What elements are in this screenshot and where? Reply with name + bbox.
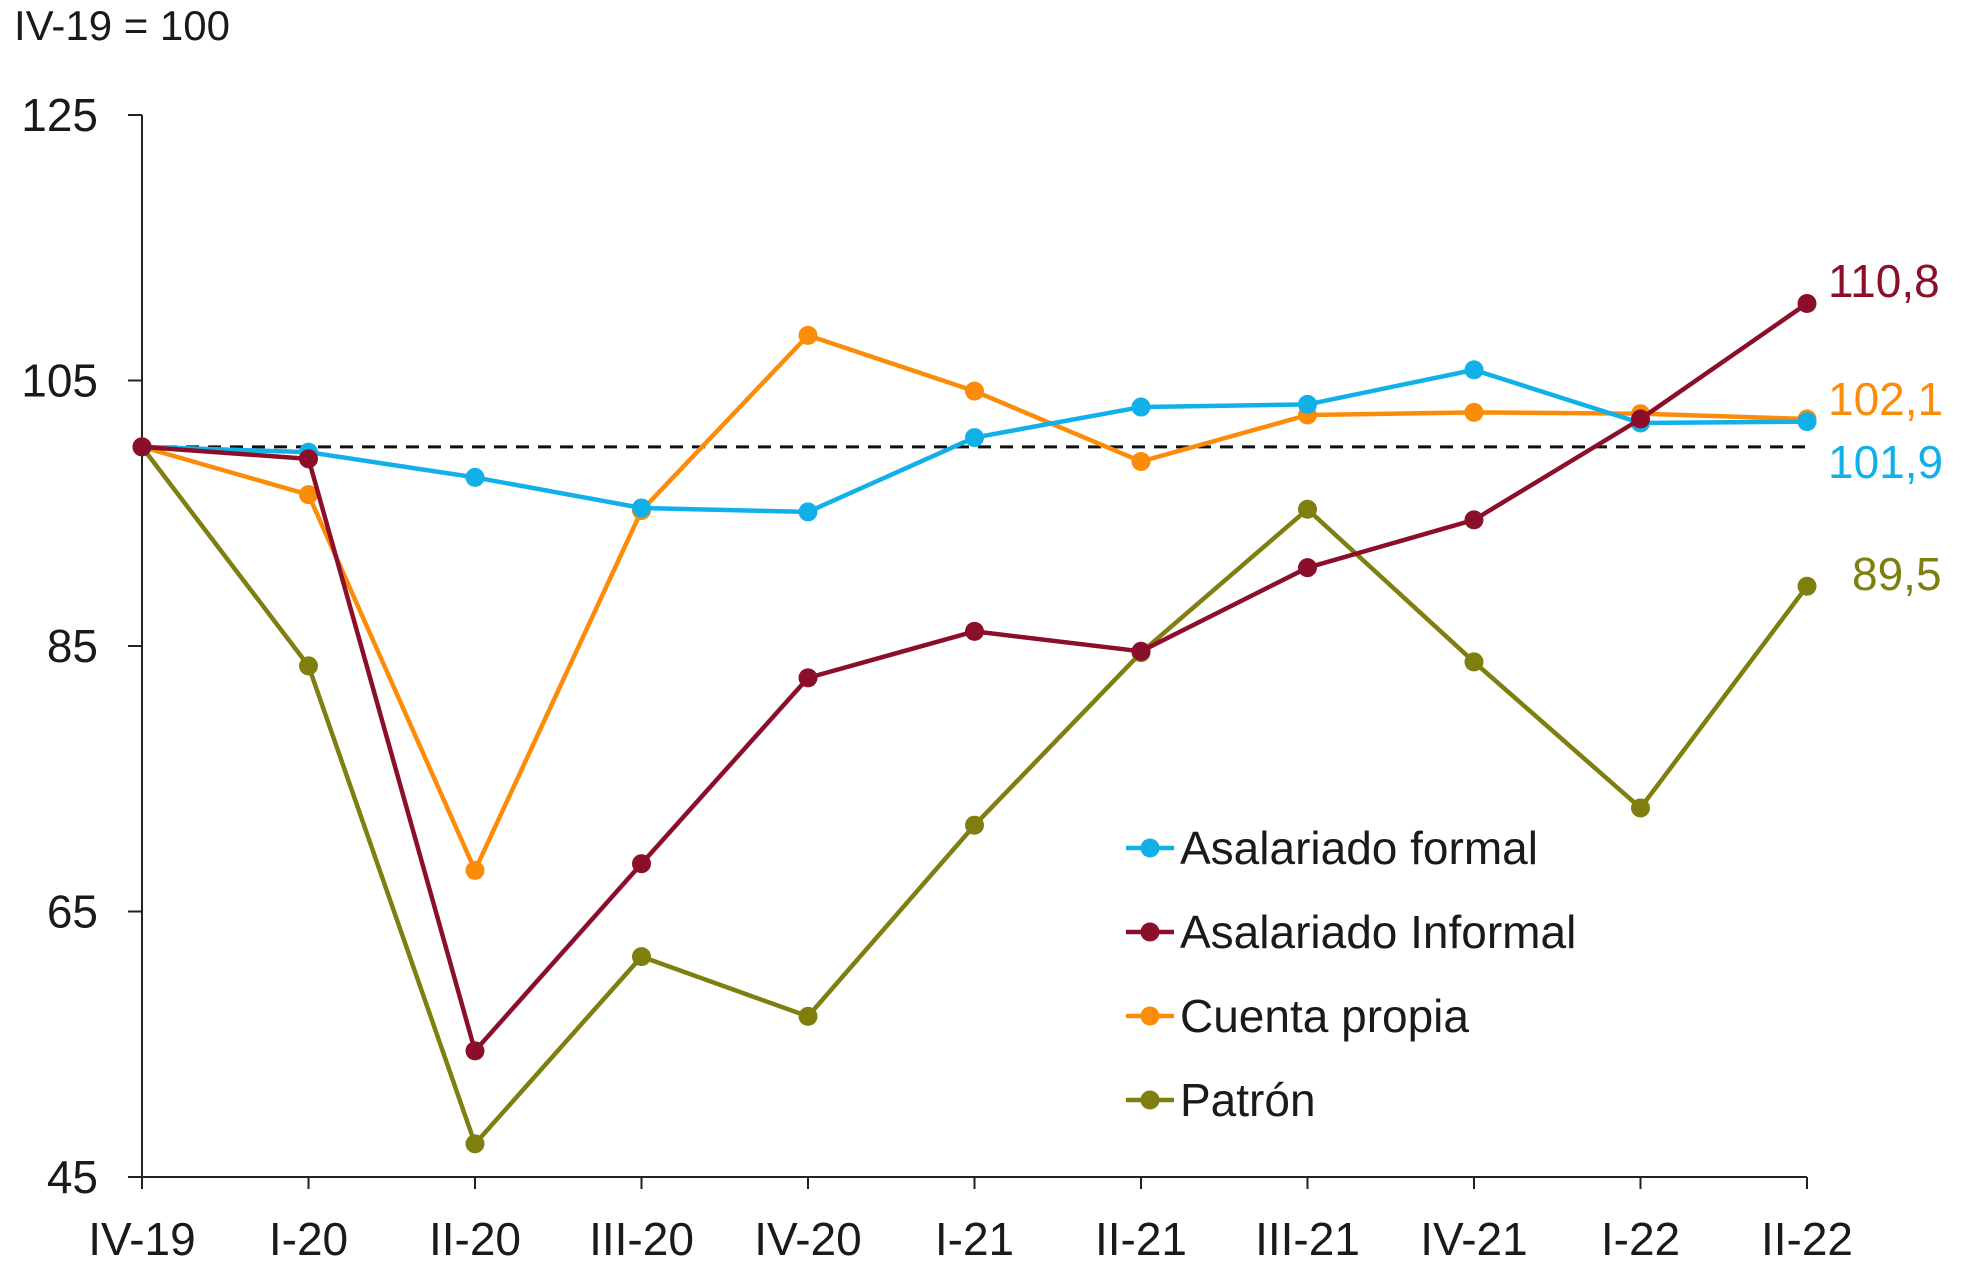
data-point <box>965 815 984 835</box>
series-group <box>132 294 1817 1154</box>
data-point <box>632 854 651 874</box>
x-tick-label: I-21 <box>935 1213 1014 1265</box>
unit-label: IV-19 = 100 <box>14 2 230 49</box>
y-tick-label: 105 <box>21 355 98 407</box>
x-tick-label: IV-21 <box>1420 1213 1527 1265</box>
series-line <box>140 445 1809 1147</box>
data-point <box>299 485 318 505</box>
end-value-label: 101,9 <box>1828 436 1943 488</box>
series-patrón <box>132 437 1817 1154</box>
data-point <box>965 381 984 401</box>
legend-label: Asalariado formal <box>1180 822 1538 874</box>
legend-item: Cuenta propia <box>1126 990 1469 1042</box>
legend-item: Patrón <box>1126 1074 1316 1126</box>
x-tick-label: II-21 <box>1095 1213 1187 1265</box>
series-asalariado-informal <box>132 294 1817 1061</box>
data-point <box>1464 402 1484 422</box>
data-point <box>132 437 152 457</box>
data-point <box>798 1006 818 1026</box>
data-point <box>1797 412 1817 432</box>
legend-label: Cuenta propia <box>1180 990 1469 1042</box>
y-tick-label: 85 <box>47 620 98 672</box>
data-point <box>1631 798 1650 818</box>
x-tick-label: I-22 <box>1601 1213 1680 1265</box>
x-tick-label: I-20 <box>269 1213 348 1265</box>
data-point <box>1797 576 1817 596</box>
data-point <box>299 449 318 469</box>
data-point <box>1131 451 1151 471</box>
legend-item: Asalariado formal <box>1126 822 1538 874</box>
y-tick-label: 65 <box>47 886 98 938</box>
y-tick-label: 125 <box>21 89 98 141</box>
x-tick-label: II-22 <box>1761 1213 1853 1265</box>
legend-swatch-marker <box>1140 1090 1160 1110</box>
data-point <box>632 947 651 967</box>
legend: Asalariado formal Asalariado Informal Cuen… <box>1126 822 1576 1126</box>
data-point <box>1797 294 1817 314</box>
end-value-label: 102,1 <box>1828 373 1943 425</box>
data-point <box>1298 499 1317 519</box>
data-point <box>465 1041 485 1061</box>
end-value-label: 89,5 <box>1852 548 1942 600</box>
series-cuenta-propia <box>132 325 1817 880</box>
data-point <box>798 325 818 345</box>
x-tick-label: III-20 <box>589 1213 694 1265</box>
end-labels: 110,8 102,1 101,9 89,5 <box>1828 255 1943 600</box>
data-point <box>965 428 984 448</box>
data-point <box>1298 394 1317 414</box>
x-tick-label: II-20 <box>429 1213 521 1265</box>
data-point <box>1631 409 1650 429</box>
data-point <box>465 467 485 487</box>
legend-swatch-marker <box>1140 922 1160 942</box>
data-point <box>965 621 984 641</box>
legend-label: Asalariado Informal <box>1180 906 1576 958</box>
legend-item: Asalariado Informal <box>1126 906 1576 958</box>
y-tick-label: 45 <box>47 1151 98 1203</box>
x-tick-label: III-21 <box>1255 1213 1360 1265</box>
data-point <box>798 502 818 522</box>
data-point <box>798 668 818 688</box>
series-line <box>141 333 1808 873</box>
data-point <box>1464 510 1484 530</box>
end-value-label: 110,8 <box>1828 255 1940 307</box>
axes: 125 105 85 65 45 IV-19 I-20 II-20 III-20 IV-20 I-2… <box>21 89 1853 1265</box>
legend-label: Patrón <box>1180 1074 1316 1126</box>
data-point <box>465 1134 485 1154</box>
data-point <box>1464 652 1484 672</box>
data-point <box>465 860 485 880</box>
data-point <box>1131 397 1151 417</box>
data-point <box>299 656 318 676</box>
data-point <box>632 498 651 518</box>
legend-swatch-marker <box>1140 838 1160 858</box>
data-point <box>1298 558 1317 578</box>
legend-swatch-marker <box>1140 1006 1160 1026</box>
x-tick-label: IV-19 <box>88 1213 195 1265</box>
data-point <box>1464 360 1484 380</box>
data-point <box>1131 641 1151 661</box>
x-tick-label: IV-20 <box>754 1213 861 1265</box>
